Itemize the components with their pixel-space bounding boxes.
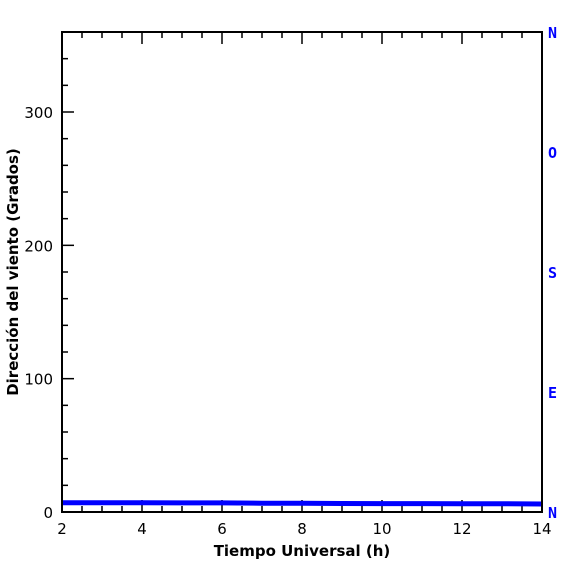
y-axis-title: Dirección del viento (Grados) (4, 148, 22, 396)
compass-labels: N E S O N (548, 24, 557, 522)
x-tick-label: 4 (137, 520, 147, 538)
y-tick-label: 200 (24, 237, 53, 255)
y-tick-label: 300 (24, 104, 53, 122)
x-tick-labels: 2 4 6 8 10 12 14 (57, 520, 551, 538)
compass-label: O (548, 144, 557, 162)
plot-frame (61, 31, 543, 513)
x-tick-label: 14 (532, 520, 551, 538)
compass-label: S (548, 264, 557, 282)
compass-label: N (548, 504, 557, 522)
compass-label: N (548, 24, 557, 42)
axis-ticks (61, 31, 543, 513)
x-tick-label: 12 (452, 520, 471, 538)
x-tick-label: 6 (217, 520, 227, 538)
x-tick-label: 8 (297, 520, 307, 538)
compass-label: E (548, 384, 557, 402)
y-tick-label: 100 (24, 371, 53, 389)
x-tick-label: 2 (57, 520, 67, 538)
y-tick-label: 0 (43, 504, 53, 522)
x-tick-label: 10 (372, 520, 391, 538)
series-line (62, 500, 543, 507)
x-axis-title: Tiempo Universal (h) (214, 542, 391, 560)
y-tick-labels: 0 100 200 300 (24, 104, 53, 522)
series-layer (62, 500, 543, 507)
